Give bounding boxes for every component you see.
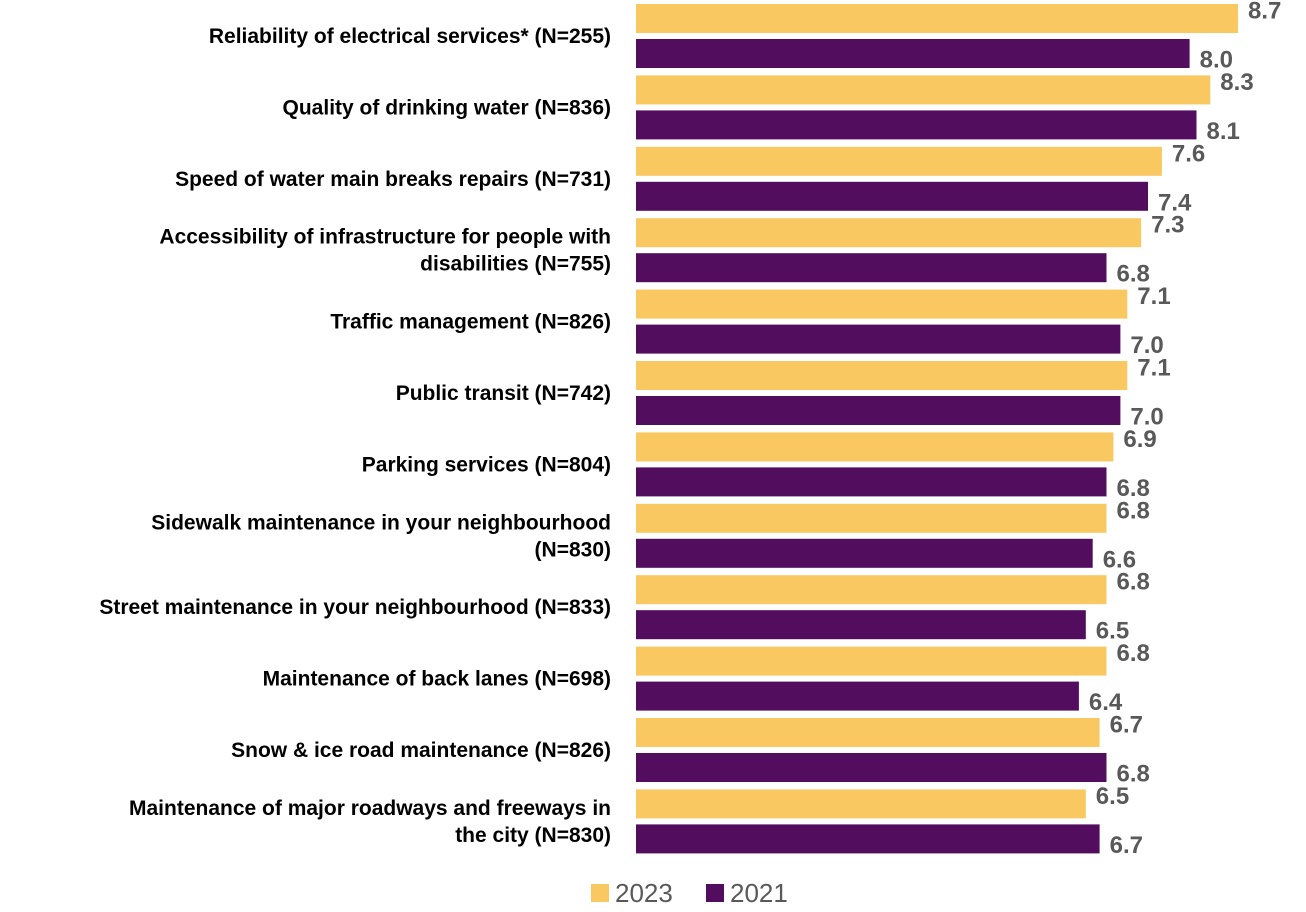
bar-2023-sidewalk-maintenance-in-your-neighbourhood-n-830 bbox=[636, 503, 1107, 533]
bar-2021-speed-of-water-main-breaks-repairs-n-731 bbox=[636, 181, 1148, 211]
bar-2021-quality-of-drinking-water-n-836 bbox=[636, 110, 1197, 140]
value-label-2023-2: 8.3 bbox=[1220, 69, 1253, 96]
bar-2023-maintenance-of-back-lanes-n-698 bbox=[636, 646, 1107, 676]
category-label-6: Public transit (N=742) bbox=[396, 382, 611, 405]
value-label-2021-4: 6.8 bbox=[1117, 261, 1150, 288]
bar-2023-quality-of-drinking-water-n-836 bbox=[636, 75, 1211, 105]
category-labels: Reliability of electrical services* (N=2… bbox=[99, 25, 611, 847]
value-label-2023-8: 6.8 bbox=[1117, 497, 1150, 524]
value-label-2023-11: 6.7 bbox=[1110, 712, 1143, 739]
bar-2021-street-maintenance-in-your-neighbourhood-n-833 bbox=[636, 610, 1086, 640]
value-label-2023-3: 7.6 bbox=[1172, 140, 1205, 167]
value-label-2021-2: 8.1 bbox=[1207, 118, 1240, 145]
category-label-11: Snow & ice road maintenance (N=826) bbox=[231, 739, 611, 762]
value-label-2021-9: 6.5 bbox=[1096, 618, 1129, 645]
bar-2021-snow-ice-road-maintenance-n-826 bbox=[636, 753, 1107, 782]
value-label-2021-6: 7.0 bbox=[1130, 404, 1163, 431]
value-label-2021-1: 8.0 bbox=[1200, 47, 1233, 74]
bar-2021-sidewalk-maintenance-in-your-neighbourhood-n-830 bbox=[636, 538, 1093, 568]
category-label-9: Street maintenance in your neighbourhood… bbox=[99, 596, 611, 619]
category-label-4-line-2: disabilities (N=755) bbox=[420, 253, 611, 276]
legend-label-2023: 2023 bbox=[615, 878, 673, 908]
bars-layer bbox=[636, 4, 1238, 854]
legend-swatch-2023 bbox=[591, 884, 609, 902]
bar-2023-reliability-of-electrical-services-n-255 bbox=[636, 4, 1238, 33]
category-label-8-line-1: Sidewalk maintenance in your neighbourho… bbox=[151, 511, 611, 534]
bar-2023-speed-of-water-main-breaks-repairs-n-731 bbox=[636, 146, 1162, 176]
value-label-2021-7: 6.8 bbox=[1117, 475, 1150, 502]
bar-2021-maintenance-of-back-lanes-n-698 bbox=[636, 681, 1079, 711]
value-label-2023-7: 6.9 bbox=[1123, 426, 1156, 453]
category-label-12-line-1: Maintenance of major roadways and freewa… bbox=[129, 797, 611, 820]
value-label-2023-12: 6.5 bbox=[1096, 783, 1129, 810]
bar-2023-snow-ice-road-maintenance-n-826 bbox=[636, 718, 1100, 747]
value-label-2023-4: 7.3 bbox=[1151, 212, 1184, 239]
bar-2021-accessibility-of-infrastructure-for-people-with-disabilities-n-755 bbox=[636, 253, 1107, 283]
legend-swatch-2021 bbox=[706, 884, 724, 902]
value-label-2023-6: 7.1 bbox=[1137, 355, 1170, 382]
bar-2021-traffic-management-n-826 bbox=[636, 324, 1121, 354]
category-label-7: Parking services (N=804) bbox=[362, 453, 611, 476]
value-label-2021-10: 6.4 bbox=[1089, 689, 1123, 716]
bar-2023-accessibility-of-infrastructure-for-people-with-disabilities-n-755 bbox=[636, 218, 1142, 248]
legend-label-2021: 2021 bbox=[730, 878, 788, 908]
bar-2021-public-transit-n-742 bbox=[636, 396, 1121, 425]
category-label-8-line-2: (N=830) bbox=[535, 538, 611, 561]
value-label-2023-9: 6.8 bbox=[1117, 569, 1150, 596]
bar-2021-parking-services-n-804 bbox=[636, 467, 1107, 497]
legend: 2023 2021 bbox=[591, 878, 788, 908]
category-label-12-line-2: the city (N=830) bbox=[455, 824, 611, 847]
bar-2023-maintenance-of-major-roadways-and-freeways-in-the-city-n-830 bbox=[636, 789, 1086, 819]
value-label-2023-5: 7.1 bbox=[1137, 283, 1170, 310]
bar-2021-reliability-of-electrical-services-n-255 bbox=[636, 39, 1190, 68]
category-label-1: Reliability of electrical services* (N=2… bbox=[209, 25, 611, 48]
category-label-2: Quality of drinking water (N=836) bbox=[283, 96, 611, 119]
bar-2021-maintenance-of-major-roadways-and-freeways-in-the-city-n-830 bbox=[636, 824, 1100, 854]
bar-2023-public-transit-n-742 bbox=[636, 361, 1128, 390]
value-label-2021-3: 7.4 bbox=[1158, 189, 1192, 216]
value-label-2023-10: 6.8 bbox=[1117, 640, 1150, 667]
value-label-2023-1: 8.7 bbox=[1248, 0, 1281, 25]
value-label-2021-8: 6.6 bbox=[1103, 546, 1136, 573]
category-label-4-line-1: Accessibility of infrastructure for peop… bbox=[159, 226, 611, 249]
bar-2023-street-maintenance-in-your-neighbourhood-n-833 bbox=[636, 575, 1107, 605]
category-label-3: Speed of water main breaks repairs (N=73… bbox=[175, 168, 611, 191]
value-labels: 8.78.08.38.17.67.47.36.87.17.07.17.06.96… bbox=[1089, 0, 1281, 859]
bar-2023-traffic-management-n-826 bbox=[636, 289, 1128, 319]
bar-2023-parking-services-n-804 bbox=[636, 432, 1114, 462]
category-label-10: Maintenance of back lanes (N=698) bbox=[263, 668, 611, 691]
value-label-2021-5: 7.0 bbox=[1130, 332, 1163, 359]
category-label-5: Traffic management (N=826) bbox=[330, 311, 611, 334]
value-label-2021-11: 6.8 bbox=[1117, 761, 1150, 788]
value-label-2021-12: 6.7 bbox=[1110, 832, 1143, 859]
